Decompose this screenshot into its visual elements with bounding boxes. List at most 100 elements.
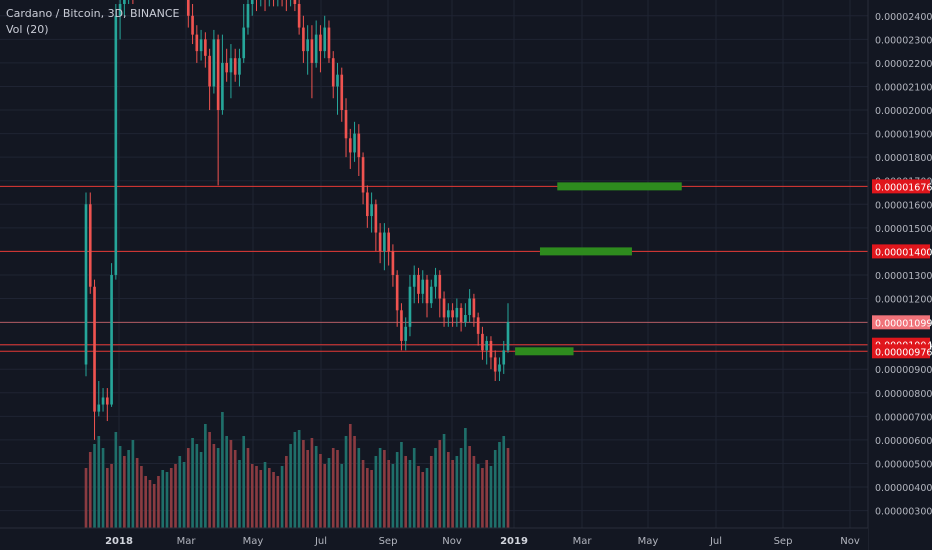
candle-body	[323, 27, 327, 52]
volume-bar	[255, 466, 258, 528]
volume-bar	[276, 476, 280, 528]
volume-bar	[242, 436, 246, 528]
volume-bar	[412, 448, 416, 528]
time-axis[interactable]: 2018 Mar May Jul Sep Nov 2019 Mar May Jul Sep Nov	[0, 527, 868, 550]
time-tick-label: Mar	[177, 536, 197, 547]
time-tick-label: Jul	[314, 536, 327, 547]
volume-bar	[289, 444, 292, 528]
volume-bar	[212, 444, 216, 528]
time-tick-label: Nov	[442, 536, 462, 547]
candle-body	[417, 274, 420, 294]
price-axis[interactable]: 0.00000300 0.00000400 0.00000500 0.00000600…	[867, 0, 932, 550]
candle-body	[208, 55, 211, 87]
volume-bar	[84, 468, 88, 528]
candle-body	[455, 307, 459, 318]
volume-indicator-label[interactable]: Vol (20)	[6, 23, 49, 36]
candle-body	[366, 192, 369, 217]
volume-bar	[152, 484, 156, 528]
price-level-tag	[872, 344, 930, 359]
candle-body	[93, 286, 96, 412]
chart-legend: Cardano / Bitcoin, 3D, BINANCE Vol (20)	[6, 6, 179, 38]
plot-background	[0, 0, 868, 528]
volume-bar	[93, 444, 96, 528]
price-tick-label: 0.00000400	[875, 483, 932, 494]
price-tick-label: 0.00000900	[875, 365, 932, 376]
volume-bar	[417, 466, 420, 528]
candle-body	[425, 279, 429, 304]
volume-bar	[447, 452, 450, 528]
price-tick-label: 0.00001200	[875, 295, 932, 306]
volume-bar	[425, 468, 429, 528]
price-tick-label: 0.00002200	[875, 59, 932, 70]
volume-bar	[285, 456, 288, 528]
candle-body	[340, 74, 344, 111]
volume-bar	[280, 466, 284, 528]
candle-body	[97, 404, 101, 412]
candle-body	[348, 138, 352, 153]
candle-body	[493, 357, 497, 372]
volume-bar	[314, 446, 318, 528]
candle-body	[84, 204, 88, 365]
candle-body	[361, 157, 365, 193]
candle-body	[88, 204, 92, 287]
price-tick-label: 0.00000600	[875, 436, 932, 447]
time-tick-label: Mar	[573, 536, 593, 547]
volume-bar	[459, 448, 463, 528]
time-tick-label: 2019	[500, 536, 528, 547]
volume-bar	[327, 458, 331, 528]
time-tick-label: May	[243, 536, 264, 547]
volume-bar	[370, 470, 373, 528]
volume-bar	[348, 424, 352, 528]
volume-bar	[267, 468, 271, 528]
volume-bar	[391, 464, 395, 528]
candle-body	[293, 0, 297, 4]
volume-bar	[182, 462, 186, 528]
candle-body	[216, 39, 220, 111]
price-axis-background	[868, 0, 932, 550]
volume-bar	[199, 452, 203, 528]
volume-bar	[481, 468, 484, 528]
volume-bar	[353, 436, 356, 528]
target-zone	[557, 182, 682, 191]
volume-bar	[186, 448, 190, 528]
candle-body	[297, 4, 301, 28]
volume-bar	[344, 436, 348, 528]
volume-bar	[259, 470, 263, 528]
candle-body	[408, 286, 412, 327]
candle-body	[233, 58, 237, 75]
candle-body	[221, 62, 224, 111]
candle-body	[327, 27, 331, 59]
candle-body	[212, 39, 216, 87]
candle-body	[204, 39, 207, 56]
volume-bar	[118, 446, 122, 528]
price-level-tag-label: 0.00001400	[875, 247, 932, 258]
candle-body	[306, 39, 309, 52]
candle-body	[383, 232, 386, 252]
volume-bar	[195, 444, 199, 528]
symbol-title[interactable]: Cardano / Bitcoin, 3D, BINANCE	[6, 7, 180, 20]
volume-bar	[204, 424, 207, 528]
time-tick-label: Sep	[379, 536, 398, 547]
volume-bar	[489, 466, 493, 528]
candle-body	[391, 251, 395, 275]
price-tick-label: 0.00002000	[875, 106, 932, 117]
candle-body	[498, 364, 501, 372]
volume-bar	[498, 442, 501, 528]
volume-bar	[366, 468, 369, 528]
volume-bar	[161, 470, 165, 528]
volume-bar	[114, 432, 118, 528]
volume-bar	[323, 464, 327, 528]
volume-bar	[97, 436, 101, 528]
volume-bar	[263, 462, 267, 528]
price-tick-label: 0.00001900	[875, 130, 932, 141]
candle-body	[353, 133, 356, 153]
candle-body	[199, 39, 203, 52]
volume-bar	[468, 446, 471, 528]
volume-bar	[319, 454, 322, 528]
candle-body	[186, 0, 190, 16]
volume-bar	[105, 468, 109, 528]
volume-bar	[246, 448, 250, 528]
volume-bar	[455, 456, 459, 528]
